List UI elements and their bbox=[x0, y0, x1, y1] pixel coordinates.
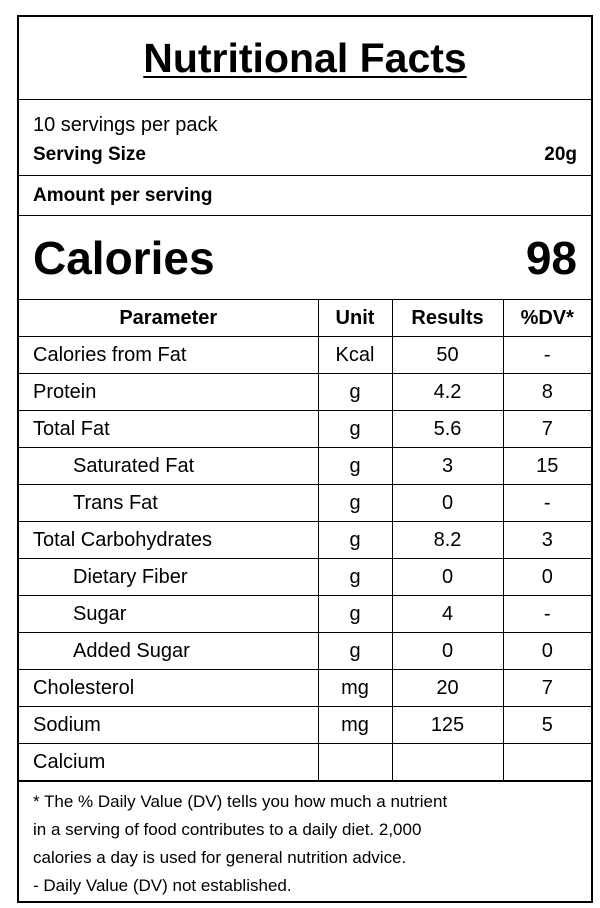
servings-per-pack: 10 servings per pack bbox=[33, 114, 218, 136]
nutrient-dv: 0 bbox=[502, 558, 591, 596]
serving-size-value: 20g bbox=[544, 144, 577, 165]
nutrient-dv: - bbox=[502, 595, 591, 633]
calories-value: 98 bbox=[525, 231, 577, 284]
nutrient-result: 0 bbox=[391, 484, 504, 522]
nutrient-result: 5.6 bbox=[391, 410, 504, 448]
calories-row: Calories 98 bbox=[19, 216, 591, 300]
nutrient-name: Sodium bbox=[19, 706, 319, 744]
nutrient-dv: - bbox=[502, 336, 591, 374]
nutrient-result: 125 bbox=[391, 706, 504, 744]
nutrient-unit: g bbox=[317, 632, 393, 670]
nutrient-name: Saturated Fat bbox=[19, 447, 319, 485]
table-row: Saturated Fat g 3 15 bbox=[19, 447, 591, 485]
nutrient-result: 0 bbox=[391, 632, 504, 670]
footnote-line: * The % Daily Value (DV) tells you how m… bbox=[33, 792, 448, 811]
nutrient-name: Cholesterol bbox=[19, 669, 319, 707]
serving-size-row: Serving Size 20g bbox=[33, 140, 577, 170]
amount-per-serving: Amount per serving bbox=[19, 176, 591, 216]
nutrient-unit: g bbox=[317, 447, 393, 485]
nutrient-name: Added Sugar bbox=[19, 632, 319, 670]
nutrient-result: 4 bbox=[391, 595, 504, 633]
nutrient-name: Trans Fat bbox=[19, 484, 319, 522]
nutrient-dv: - bbox=[502, 484, 591, 522]
nutrient-unit: g bbox=[317, 373, 393, 411]
nutrient-unit: g bbox=[317, 558, 393, 596]
title-row: Nutritional Facts bbox=[19, 17, 591, 100]
nutrient-result: 4.2 bbox=[391, 373, 504, 411]
footnote-line: - Daily Value (DV) not established. bbox=[33, 876, 292, 895]
nutrient-dv: 8 bbox=[502, 373, 591, 411]
nutrient-name: Sugar bbox=[19, 595, 319, 633]
nutrient-unit: mg bbox=[317, 706, 393, 744]
nutrient-result: 0 bbox=[391, 558, 504, 596]
nutrient-result: 20 bbox=[391, 669, 504, 707]
label-title: Nutritional Facts bbox=[143, 34, 467, 81]
serving-size-label: Serving Size bbox=[33, 144, 146, 165]
nutrient-unit: g bbox=[317, 595, 393, 633]
table-row: Total Carbohydrates g 8.2 3 bbox=[19, 521, 591, 559]
nutrient-result bbox=[391, 743, 504, 781]
nutrient-dv: 7 bbox=[502, 669, 591, 707]
header-results: Results bbox=[391, 300, 504, 337]
nutrient-unit: g bbox=[317, 484, 393, 522]
nutrient-dv: 7 bbox=[502, 410, 591, 448]
nutrient-unit: Kcal bbox=[317, 336, 393, 374]
table-row: Dietary Fiber g 0 0 bbox=[19, 558, 591, 596]
nutrient-unit: g bbox=[317, 521, 393, 559]
table-row: Protein g 4.2 8 bbox=[19, 373, 591, 411]
footnote-line: calories a day is used for general nutri… bbox=[33, 848, 407, 867]
nutrient-dv: 0 bbox=[502, 632, 591, 670]
table-row: Added Sugar g 0 0 bbox=[19, 632, 591, 670]
calories-label: Calories bbox=[33, 231, 215, 284]
nutrient-name: Calcium bbox=[19, 743, 319, 781]
table-row: Calories from Fat Kcal 50- bbox=[19, 336, 591, 374]
nutrient-unit bbox=[317, 743, 393, 781]
nutrition-label: Nutritional Facts 10 servings per pack S… bbox=[17, 15, 593, 903]
nutrient-unit: g bbox=[317, 410, 393, 448]
nutrient-name: Dietary Fiber bbox=[19, 558, 319, 596]
nutrient-dv: 15 bbox=[502, 447, 591, 485]
table-row: Calcium bbox=[19, 743, 591, 781]
nutrient-name: Total Fat bbox=[19, 410, 319, 448]
header-parameter: Parameter bbox=[19, 300, 319, 337]
table-row: Sugar g 4- bbox=[19, 595, 591, 633]
table-row: Trans Fat g 0- bbox=[19, 484, 591, 522]
table-row: Sodium mg 125 5 bbox=[19, 706, 591, 744]
table-row: Total Fat g 5.6 7 bbox=[19, 410, 591, 448]
nutrient-name: Protein bbox=[19, 373, 319, 411]
nutrient-result: 8.2 bbox=[391, 521, 504, 559]
header-unit: Unit bbox=[317, 300, 393, 337]
nutrient-dv bbox=[502, 743, 591, 781]
nutrient-dv: 3 bbox=[502, 521, 591, 559]
serving-info: 10 servings per pack Serving Size 20g bbox=[19, 100, 591, 176]
table-row: Cholesterol mg 20 7 bbox=[19, 669, 591, 707]
footnote-line: in a serving of food contributes to a da… bbox=[33, 820, 422, 839]
nutrient-unit: mg bbox=[317, 669, 393, 707]
nutrient-dv: 5 bbox=[502, 706, 591, 744]
nutrient-name: Total Carbohydrates bbox=[19, 521, 319, 559]
nutrient-result: 50 bbox=[391, 336, 504, 374]
nutrient-name: Calories from Fat bbox=[19, 336, 319, 374]
nutrient-result: 3 bbox=[391, 447, 504, 485]
footnote: * The % Daily Value (DV) tells you how m… bbox=[19, 781, 591, 900]
table-header-row: Parameter Unit Results %DV* bbox=[19, 300, 591, 337]
header-dv: %DV* bbox=[502, 300, 591, 337]
nutrient-table: Parameter Unit Results %DV* Calories fro… bbox=[19, 300, 591, 781]
